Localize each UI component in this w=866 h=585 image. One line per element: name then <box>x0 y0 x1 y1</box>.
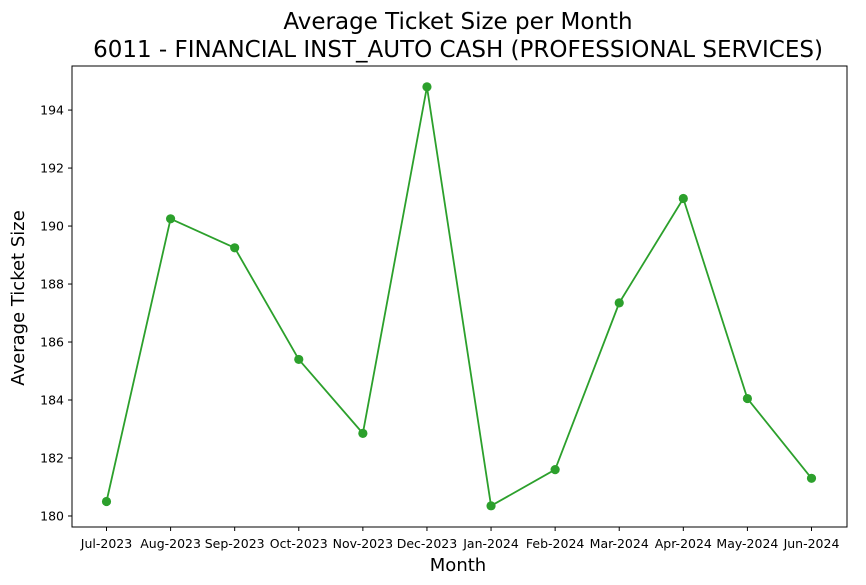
y-tick-label: 184 <box>40 393 64 408</box>
chart-subtitle: 6011 - FINANCIAL INST_AUTO CASH (PROFESS… <box>93 37 823 63</box>
data-point <box>678 193 688 204</box>
data-point <box>165 214 176 224</box>
x-tick-label: Feb-2024 <box>526 536 585 551</box>
data-point <box>230 243 240 253</box>
data-point <box>486 501 496 511</box>
plot-frame <box>71 65 848 528</box>
data-point <box>550 464 560 475</box>
x-tick-label: Jan-2024 <box>462 536 519 551</box>
x-tick-label: Mar-2024 <box>590 536 649 551</box>
x-axis-label: Month <box>430 555 486 576</box>
data-point <box>614 298 624 308</box>
x-tick-label: Jul-2023 <box>80 536 132 551</box>
data-point <box>742 393 753 404</box>
x-tick-label: Apr-2024 <box>655 536 712 551</box>
y-tick-label: 192 <box>40 161 64 176</box>
y-axis-label: Average Ticket Size <box>8 210 29 386</box>
x-tick-label: Aug-2023 <box>140 536 201 551</box>
x-tick-label: Dec-2023 <box>397 536 458 551</box>
y-tick-label: 186 <box>40 335 64 350</box>
y-tick-label: 194 <box>40 103 64 118</box>
x-tick-label: Nov-2023 <box>333 536 393 551</box>
chart-title: Average Ticket Size per Month <box>283 9 632 35</box>
x-tick-label: May-2024 <box>716 536 778 551</box>
y-tick-label: 188 <box>40 277 64 292</box>
series-line <box>105 85 813 507</box>
plot-area: 180 182 184 186 188 190 192 194 Jul-2023 Aug-2023… <box>40 65 848 551</box>
data-point <box>358 428 368 438</box>
y-tick-label: 180 <box>40 508 64 523</box>
x-tick-label: Oct-2023 <box>270 536 328 551</box>
y-tick-label: 182 <box>40 450 64 465</box>
y-tick-label: 190 <box>40 219 64 234</box>
data-point <box>101 496 112 507</box>
data-point <box>422 82 432 92</box>
data-point <box>294 354 304 365</box>
x-tick-label: Jun-2024 <box>783 536 840 551</box>
data-point <box>806 473 817 483</box>
x-tick-label: Sep-2023 <box>205 536 265 551</box>
